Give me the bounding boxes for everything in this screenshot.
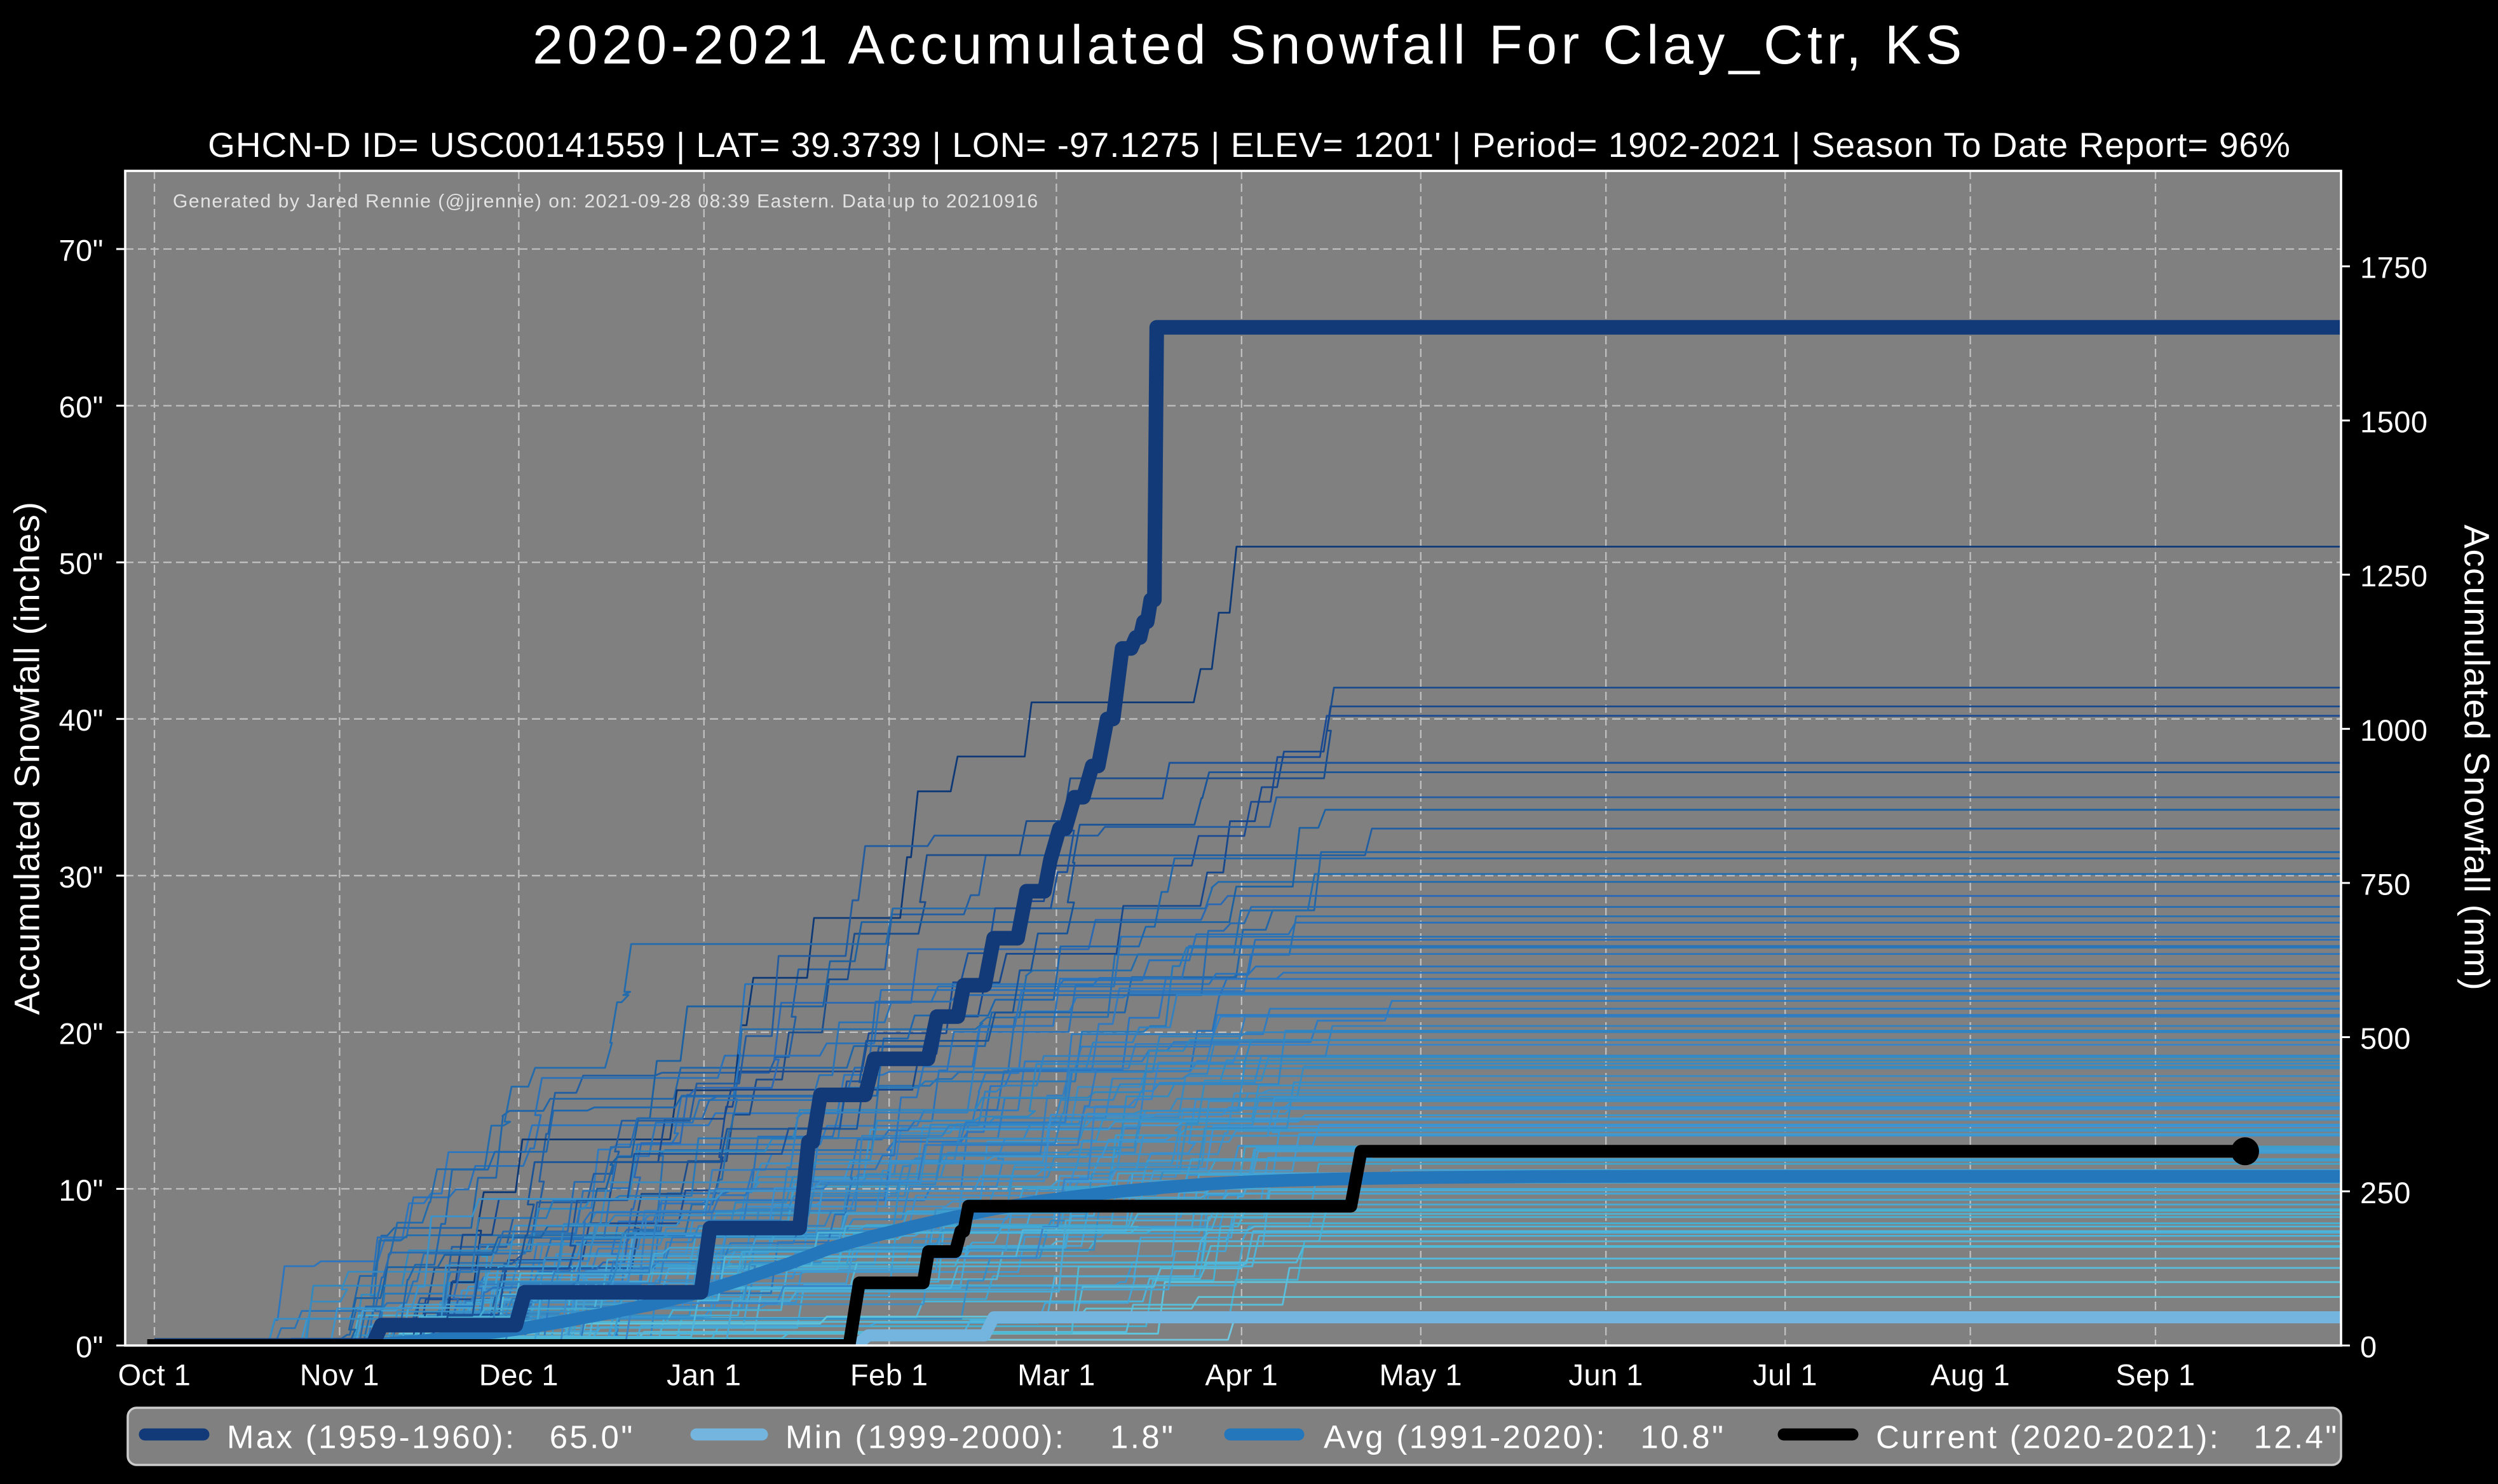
svg-text:Apr 1: Apr 1: [1205, 1358, 1278, 1392]
svg-text:0: 0: [2360, 1330, 2377, 1364]
svg-text:40": 40": [59, 703, 104, 737]
svg-text:Feb 1: Feb 1: [850, 1358, 928, 1392]
svg-text:Oct 1: Oct 1: [118, 1358, 191, 1392]
svg-text:May 1: May 1: [1380, 1358, 1463, 1392]
svg-text:Avg (1991-2020): 10.8": Avg (1991-2020): 10.8": [1324, 1419, 1725, 1455]
svg-text:Current (2020-2021): 12.4": Current (2020-2021): 12.4": [1876, 1419, 2339, 1455]
svg-text:30": 30": [59, 860, 104, 894]
svg-text:Min (1999-2000): 1.8": Min (1999-2000): 1.8": [785, 1419, 1175, 1455]
svg-text:Jul 1: Jul 1: [1753, 1358, 1817, 1392]
svg-text:10": 10": [59, 1173, 104, 1207]
svg-text:500: 500: [2360, 1022, 2411, 1055]
svg-text:0": 0": [76, 1330, 104, 1364]
svg-text:Accumulated Snowfall (mm): Accumulated Snowfall (mm): [2457, 525, 2497, 992]
svg-text:1750: 1750: [2360, 251, 2428, 285]
svg-text:2020-2021 Accumulated Snowfall: 2020-2021 Accumulated Snowfall For Clay_…: [533, 15, 1966, 76]
svg-text:Mar 1: Mar 1: [1017, 1358, 1096, 1392]
svg-text:1250: 1250: [2360, 559, 2428, 593]
svg-text:1500: 1500: [2360, 405, 2428, 438]
svg-text:750: 750: [2360, 867, 2411, 901]
svg-text:Jan 1: Jan 1: [667, 1358, 741, 1392]
svg-text:Max (1959-1960): 65.0": Max (1959-1960): 65.0": [227, 1419, 635, 1455]
svg-text:Aug 1: Aug 1: [1931, 1358, 2010, 1392]
svg-text:Generated by Jared Rennie (@jj: Generated by Jared Rennie (@jjrennie) on…: [173, 191, 1039, 212]
svg-text:60": 60": [59, 390, 104, 424]
svg-text:Nov 1: Nov 1: [300, 1358, 379, 1392]
svg-text:GHCN-D ID= USC00141559 | LAT=: GHCN-D ID= USC00141559 | LAT= 39.3739 | …: [208, 125, 2291, 165]
svg-text:70": 70": [59, 234, 104, 267]
svg-text:1000: 1000: [2360, 713, 2428, 747]
svg-text:Accumulated Snowfall (inches): Accumulated Snowfall (inches): [7, 501, 47, 1015]
svg-text:Dec 1: Dec 1: [479, 1358, 559, 1392]
svg-text:Sep 1: Sep 1: [2115, 1358, 2195, 1392]
svg-text:20": 20": [59, 1016, 104, 1050]
svg-text:Jun 1: Jun 1: [1568, 1358, 1643, 1392]
svg-text:50": 50": [59, 547, 104, 581]
svg-text:250: 250: [2360, 1176, 2411, 1210]
